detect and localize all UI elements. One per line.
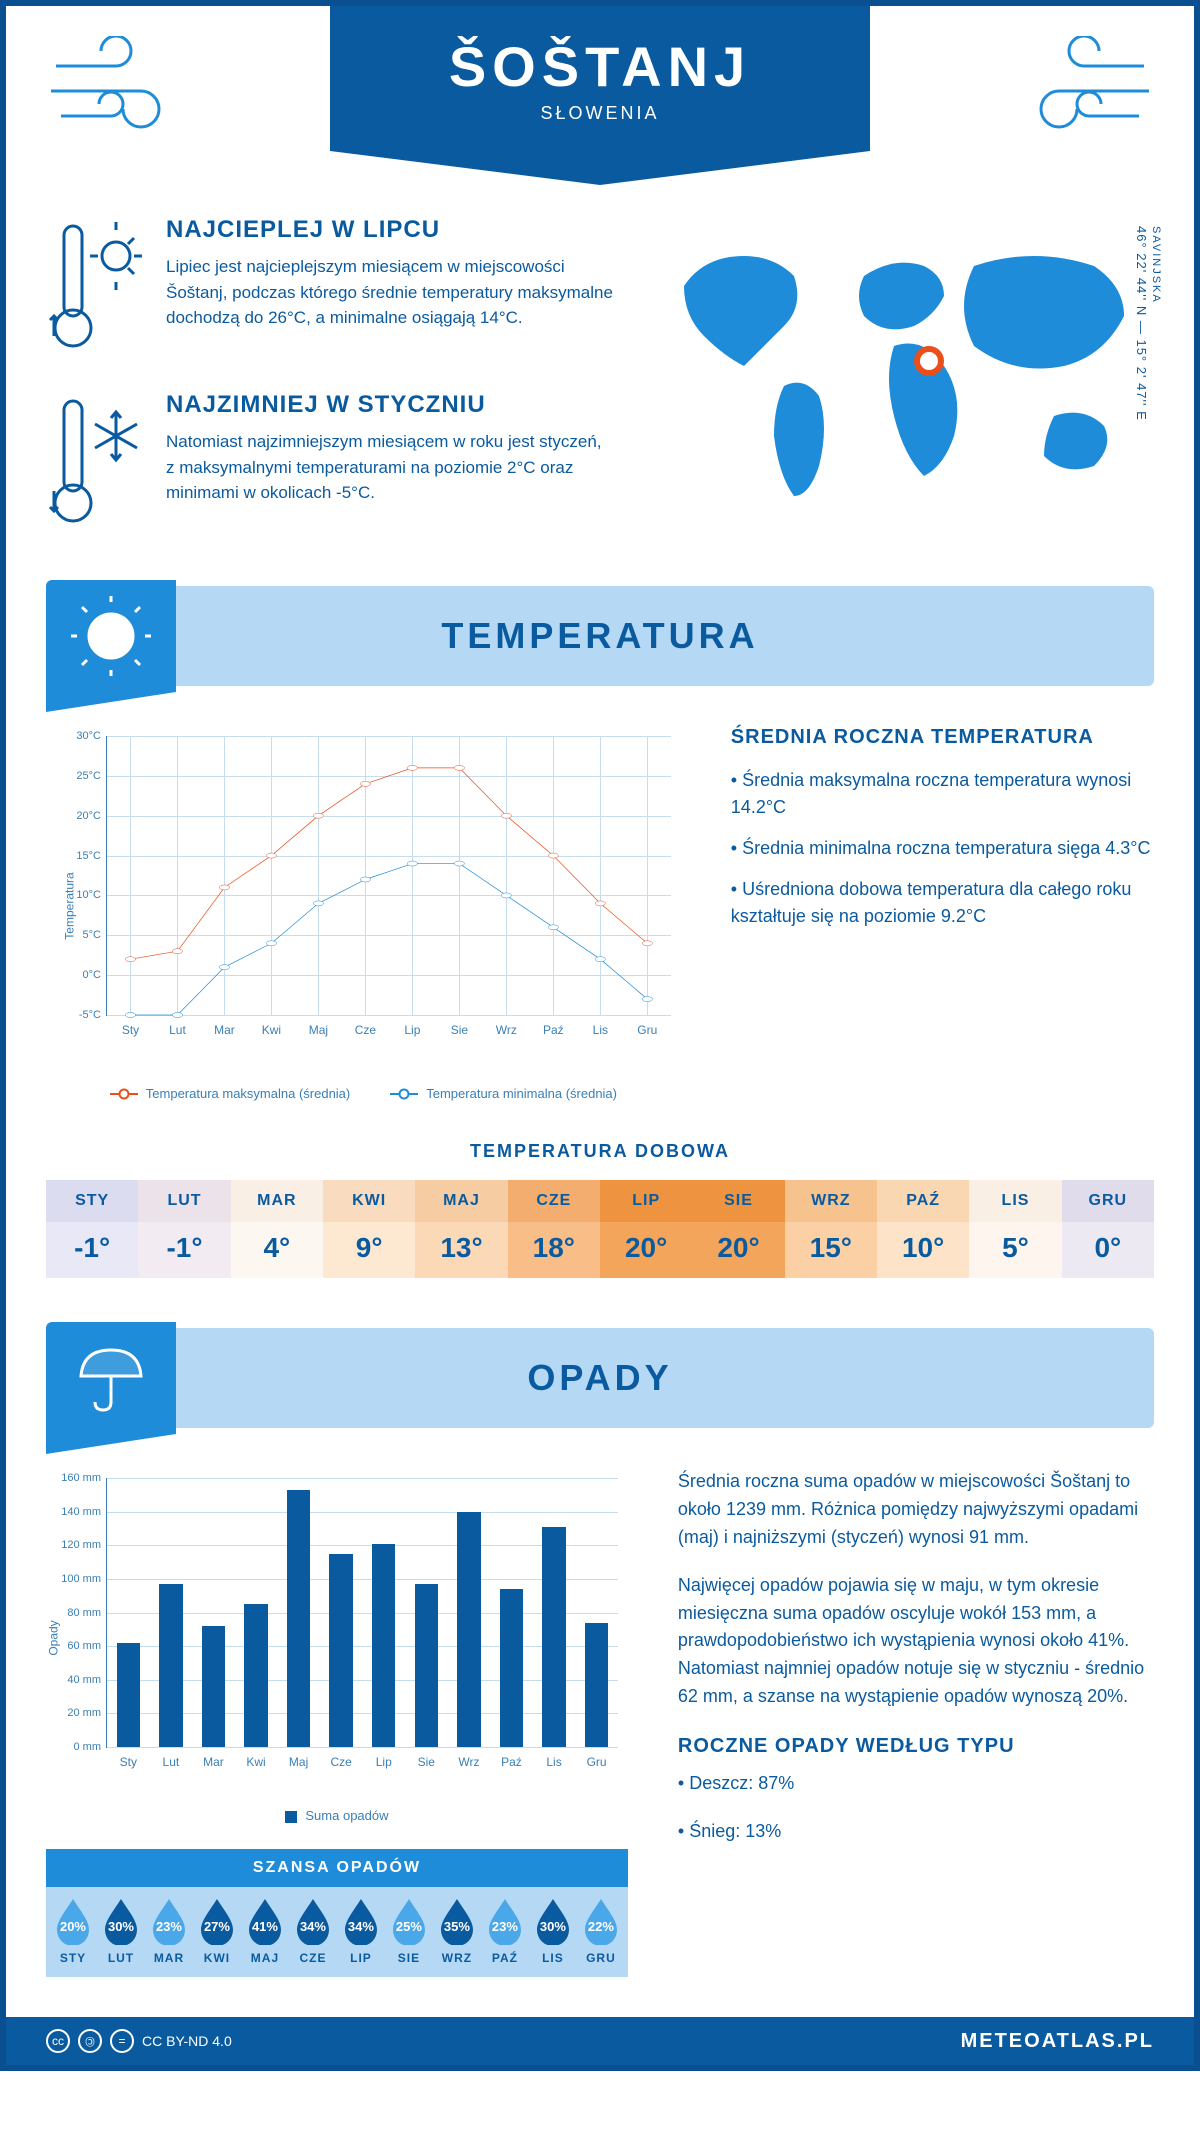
daily-cell: STY-1° [46,1180,138,1278]
thermometer-snow-icon [46,391,146,536]
precip-para: Średnia roczna suma opadów w miejscowośc… [678,1468,1154,1552]
precip-type-title: ROCZNE OPADY WEDŁUG TYPU [678,1735,1154,1758]
wind-icon [1014,36,1154,146]
daily-cell: KWI9° [323,1180,415,1278]
warmest-title: NAJCIEPLEJ W LIPCU [166,216,614,244]
precip-para: Najwięcej opadów pojawia się w maju, w t… [678,1572,1154,1711]
daily-cell: CZE18° [508,1180,600,1278]
warmest-text: Lipiec jest najcieplejszym miesiącem w m… [166,254,614,331]
annual-temp-title: ŚREDNIA ROCZNA TEMPERATURA [731,726,1154,749]
chance-cell: 23%MAR [146,1897,192,1965]
chance-table: 20%STY30%LUT23%MAR27%KWI41%MAJ34%CZE34%L… [46,1887,628,1977]
header-banner: ŠOŠTANJ SŁOWENIA [46,6,1154,186]
chance-cell: 27%KWI [194,1897,240,1965]
daily-cell: WRZ15° [785,1180,877,1278]
chance-cell: 30%LUT [98,1897,144,1965]
temperature-section-banner: TEMPERATURA [46,586,1154,686]
site-name: METEOATLAS.PL [961,2030,1154,2053]
license-badge: cc🄯= CC BY-ND 4.0 [46,2029,232,2053]
precip-type-bullet: • Deszcz: 87% [678,1770,1154,1798]
daily-temp-table: STY-1°LUT-1°MAR4°KWI9°MAJ13°CZE18°LIP20°… [46,1180,1154,1278]
chance-cell: 34%LIP [338,1897,384,1965]
daily-cell: MAR4° [231,1180,323,1278]
daily-temp-title: TEMPERATURA DOBOWA [46,1141,1154,1162]
daily-cell: GRU0° [1062,1180,1154,1278]
annual-temp-bullet: • Średnia minimalna roczna temperatura s… [731,835,1154,862]
legend-min: Temperatura minimalna (średnia) [390,1086,617,1101]
daily-cell: LIP20° [600,1180,692,1278]
world-map: SAVINJSKA 46° 22' 44'' N — 15° 2' 47'' E [654,216,1154,566]
annual-temp-bullet: • Uśredniona dobowa temperatura dla całe… [731,876,1154,930]
wind-icon [46,36,186,146]
precip-legend: Suma opadów [46,1808,628,1823]
warmest-block: NAJCIEPLEJ W LIPCU Lipiec jest najcieple… [46,216,614,361]
daily-cell: LUT-1° [138,1180,230,1278]
chance-title: SZANSA OPADÓW [46,1849,628,1887]
daily-cell: LIS5° [969,1180,1061,1278]
thermometer-sun-icon [46,216,146,361]
legend-max: Temperatura maksymalna (średnia) [110,1086,350,1101]
chance-cell: 25%SIE [386,1897,432,1965]
daily-cell: MAJ13° [415,1180,507,1278]
city-title: ŠOŠTANJ [449,34,751,99]
temperature-line-chart: Temperatura -5°C0°C5°C10°C15°C20°C25°C30… [46,726,681,1086]
footer: cc🄯= CC BY-ND 4.0 METEOATLAS.PL [6,2017,1194,2065]
coldest-title: NAJZIMNIEJ W STYCZNIU [166,391,614,419]
precip-type-bullet: • Śnieg: 13% [678,1818,1154,1846]
chance-cell: 41%MAJ [242,1897,288,1965]
umbrella-icon [46,1322,176,1434]
precip-bar-chart: Opady 0 mm20 mm40 mm60 mm80 mm100 mm120 … [46,1468,628,1808]
sun-icon [46,580,176,692]
chance-cell: 30%LIS [530,1897,576,1965]
chance-cell: 23%PAŹ [482,1897,528,1965]
precip-title: OPADY [527,1357,672,1399]
temperature-title: TEMPERATURA [441,615,758,657]
chance-cell: 35%WRZ [434,1897,480,1965]
precip-section-banner: OPADY [46,1328,1154,1428]
coldest-block: NAJZIMNIEJ W STYCZNIU Natomiast najzimni… [46,391,614,536]
daily-cell: PAŹ10° [877,1180,969,1278]
location-marker [914,346,944,376]
chance-cell: 34%CZE [290,1897,336,1965]
daily-cell: SIE20° [692,1180,784,1278]
coordinates-label: SAVINJSKA 46° 22' 44'' N — 15° 2' 47'' E [1134,226,1164,421]
annual-temp-bullet: • Średnia maksymalna roczna temperatura … [731,767,1154,821]
coldest-text: Natomiast najzimniejszym miesiącem w rok… [166,429,614,506]
country-subtitle: SŁOWENIA [540,103,659,124]
chance-cell: 20%STY [50,1897,96,1965]
chance-cell: 22%GRU [578,1897,624,1965]
